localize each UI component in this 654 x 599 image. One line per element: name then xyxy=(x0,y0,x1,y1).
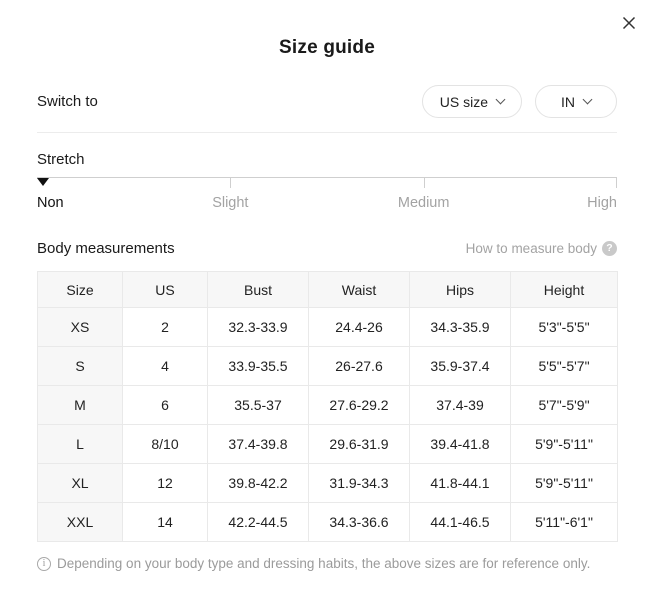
table-cell: 14 xyxy=(122,502,208,542)
how-to-measure-label: How to measure body xyxy=(465,241,597,256)
size-system-value: US size xyxy=(439,93,488,110)
body-measurements-heading: Body measurements xyxy=(37,240,175,257)
dropdown-group: US size IN xyxy=(421,85,617,118)
close-icon xyxy=(622,16,636,30)
size-system-dropdown[interactable]: US size xyxy=(421,85,522,118)
column-header: Waist xyxy=(308,271,410,308)
how-to-measure-link[interactable]: How to measure body ? xyxy=(466,241,617,256)
table-row: M 6 35.5-37 27.6-29.2 37.4-39 5'7"-5'9" xyxy=(37,385,618,425)
table-cell: 2 xyxy=(122,307,208,347)
table-row: XS 2 32.3-33.9 24.4-26 34.3-35.9 5'3"-5'5" xyxy=(37,307,618,347)
footnote-text: Depending on your body type and dressing… xyxy=(57,556,591,571)
table-cell: 31.9-34.3 xyxy=(308,463,410,503)
table-cell: 5'9"-5'11" xyxy=(510,463,618,503)
table-cell: 5'11"-6'1" xyxy=(510,502,618,542)
table-cell: XL xyxy=(37,463,123,503)
unit-dropdown[interactable]: IN xyxy=(535,85,617,118)
table-cell: 4 xyxy=(122,346,208,386)
stretch-option-non: Non xyxy=(37,195,64,211)
table-cell: 5'7"-5'9" xyxy=(510,385,618,425)
table-cell: 44.1-46.5 xyxy=(409,502,511,542)
table-cell: XXL xyxy=(37,502,123,542)
table-cell: 37.4-39 xyxy=(409,385,511,425)
footnote: i Depending on your body type and dressi… xyxy=(37,556,617,571)
table-cell: L xyxy=(37,424,123,464)
header-row: Size US Bust Waist Hips Height xyxy=(37,271,618,308)
table-cell: 12 xyxy=(122,463,208,503)
chevron-down-icon xyxy=(582,94,593,105)
table-row: S 4 33.9-35.5 26-27.6 35.9-37.4 5'5"-5'7" xyxy=(37,346,618,386)
divider xyxy=(37,132,617,133)
column-header: Bust xyxy=(207,271,309,308)
slider-tick xyxy=(230,177,232,188)
table-cell: S xyxy=(37,346,123,386)
table-row: XXL 14 42.2-44.5 34.3-36.6 44.1-46.5 5'11"-6'… xyxy=(37,502,618,542)
table-cell: 34.3-35.9 xyxy=(409,307,511,347)
size-table: Size US Bust Waist Hips Height XS 2 32.3-33.9 24… xyxy=(37,271,618,542)
stretch-option-high: High xyxy=(587,195,617,211)
table-cell: 39.4-41.8 xyxy=(409,424,511,464)
table-cell: 5'5"-5'7" xyxy=(510,346,618,386)
table-cell: 29.6-31.9 xyxy=(308,424,410,464)
column-header: Height xyxy=(510,271,618,308)
stretch-option-slight: Slight xyxy=(212,195,249,211)
close-button[interactable] xyxy=(618,12,640,34)
help-icon: ? xyxy=(602,241,617,256)
table-cell: M xyxy=(37,385,123,425)
body-measurements-row: Body measurements How to measure body ? xyxy=(37,240,617,257)
table-cell: 42.2-44.5 xyxy=(207,502,309,542)
table-cell: 35.5-37 xyxy=(207,385,309,425)
stretch-option-medium: Medium xyxy=(397,195,450,211)
unit-value: IN xyxy=(561,93,575,110)
stretch-slider xyxy=(37,177,617,189)
table-cell: 33.9-35.5 xyxy=(207,346,309,386)
table-cell: 39.8-42.2 xyxy=(207,463,309,503)
table-cell: XS xyxy=(37,307,123,347)
table-cell: 26-27.6 xyxy=(308,346,410,386)
switch-to-label: Switch to xyxy=(37,93,98,110)
table-cell: 8/10 xyxy=(122,424,208,464)
chevron-down-icon xyxy=(495,94,506,105)
column-header: Size xyxy=(37,271,123,308)
table-cell: 27.6-29.2 xyxy=(308,385,410,425)
stretch-label: Stretch xyxy=(37,151,85,168)
slider-track xyxy=(37,177,617,178)
column-header: US xyxy=(122,271,208,308)
column-header: Hips xyxy=(409,271,511,308)
stretch-options: Non Slight Medium High xyxy=(37,195,617,213)
slider-tick xyxy=(616,177,617,188)
table-row: XL 12 39.8-42.2 31.9-34.3 41.8-44.1 5'9"-5'11… xyxy=(37,463,618,503)
slider-marker-icon xyxy=(37,178,49,186)
switch-to-row: Switch to US size IN xyxy=(37,85,617,118)
table-cell: 5'3"-5'5" xyxy=(510,307,618,347)
table-header: Size US Bust Waist Hips Height xyxy=(37,271,618,308)
slider-tick xyxy=(423,177,425,188)
table-cell: 41.8-44.1 xyxy=(409,463,511,503)
table-cell: 24.4-26 xyxy=(308,307,410,347)
table-cell: 35.9-37.4 xyxy=(409,346,511,386)
table-cell: 5'9"-5'11" xyxy=(510,424,618,464)
table-body: XS 2 32.3-33.9 24.4-26 34.3-35.9 5'3"-5'5" S 4 3… xyxy=(37,307,618,542)
table-cell: 34.3-36.6 xyxy=(308,502,410,542)
table-cell: 6 xyxy=(122,385,208,425)
info-icon: i xyxy=(37,556,51,571)
table-cell: 37.4-39.8 xyxy=(207,424,309,464)
table-row: L 8/10 37.4-39.8 29.6-31.9 39.4-41.8 5'9"-5'1… xyxy=(37,424,618,464)
table-cell: 32.3-33.9 xyxy=(207,307,309,347)
page-title: Size guide xyxy=(279,37,375,58)
